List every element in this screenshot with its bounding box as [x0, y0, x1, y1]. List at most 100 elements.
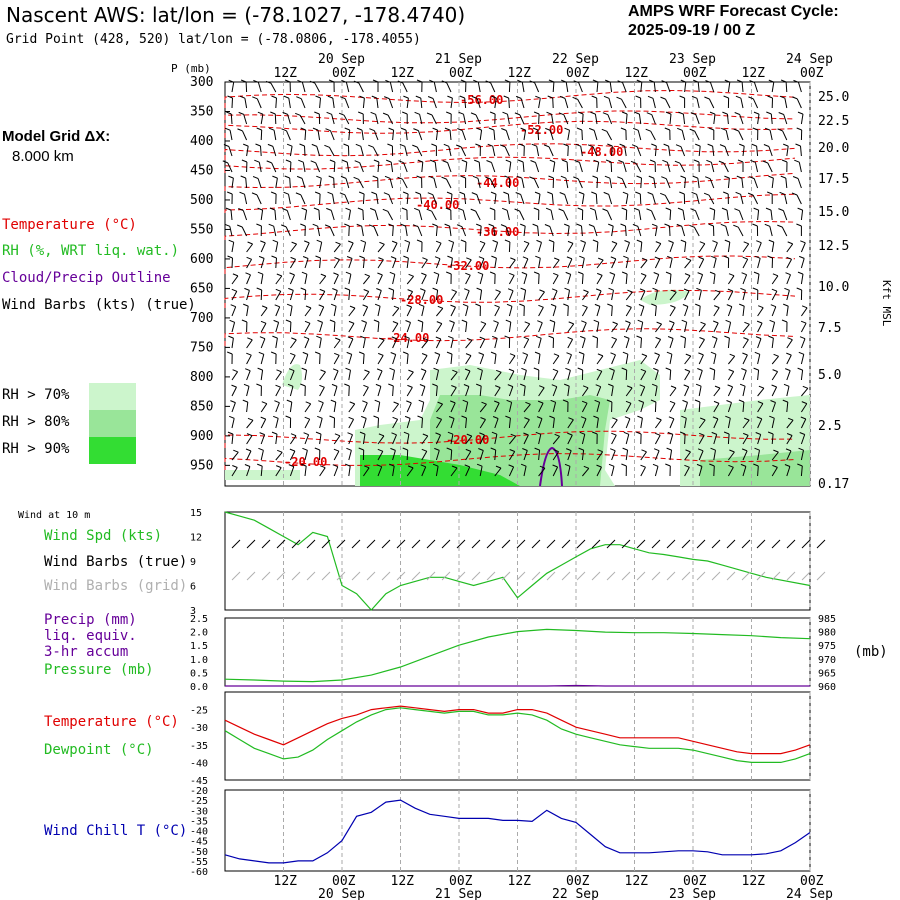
wind-barb-feather — [562, 399, 569, 403]
wind-barb-feather — [227, 431, 234, 435]
wind-barb-feather — [256, 127, 262, 131]
wind-barb-feather — [705, 80, 711, 83]
wind-barb — [479, 243, 486, 253]
surface-wind-barb — [396, 539, 406, 549]
wind-barb — [538, 258, 541, 269]
wind-barb-feather — [539, 465, 546, 469]
surface-wind-barb — [231, 539, 241, 549]
wind-barb-feather — [620, 127, 627, 131]
wind-barb-feather — [734, 112, 740, 115]
wind-barb-feather — [326, 207, 332, 211]
wind-barb — [272, 146, 277, 157]
pressure-tick-label: 350 — [190, 104, 213, 119]
wind-barb — [246, 370, 251, 381]
wind-barb-feather — [598, 257, 604, 261]
temp-tick-label: -45 — [190, 776, 208, 787]
wind-barb — [348, 242, 354, 253]
wind-barb-feather — [662, 159, 668, 163]
wind-barb-feather — [727, 384, 733, 388]
wind-barb — [260, 289, 263, 301]
wind-barb — [551, 114, 554, 125]
wind-barb-feather — [676, 223, 682, 227]
grid-wind-barb — [276, 571, 286, 581]
wind-barb-feather — [460, 175, 466, 179]
wind-barb — [257, 82, 262, 93]
wind-barb-feather — [257, 271, 264, 275]
wind-barb-feather — [256, 287, 262, 291]
wind-barb — [654, 243, 662, 253]
wind-barb — [654, 419, 662, 429]
wind-barb — [567, 450, 572, 461]
grid-wind-barb — [246, 571, 256, 581]
wind-barb-feather — [432, 383, 438, 387]
mb-unit-label: (mb) — [854, 644, 888, 660]
isotherm-label: -36.00 — [476, 225, 519, 239]
wind-barb-feather — [753, 463, 759, 467]
wind-barb — [757, 403, 764, 413]
wind-barb — [538, 98, 541, 109]
wind-barb — [638, 210, 642, 221]
time-tick-label: 12Z — [508, 66, 532, 81]
surface-wind-barb — [786, 539, 796, 549]
wind-barb-feather — [224, 223, 230, 227]
wind-barb — [523, 403, 531, 413]
wind-barb-feather — [473, 79, 479, 83]
wind-barb — [607, 210, 613, 221]
wind-barb-feather — [724, 175, 730, 179]
grid-wind-barb — [801, 571, 811, 581]
wind-barb — [231, 82, 235, 93]
wind-barb-feather — [734, 208, 740, 212]
wind-barb — [581, 387, 589, 397]
wind-barb-feather — [300, 383, 306, 387]
wind-barb-feather — [370, 207, 376, 211]
wind-barb-feather — [724, 335, 730, 339]
wind-barb-feather — [228, 175, 234, 179]
wind-barb — [800, 418, 807, 429]
wind-barb-feather — [764, 127, 771, 131]
wind-barb-feather — [787, 241, 793, 245]
wind-barb — [654, 401, 657, 413]
wind-barb-feather — [772, 273, 779, 277]
wind-barb — [625, 273, 628, 285]
wind-barb — [302, 162, 306, 173]
wind-barb — [508, 275, 515, 285]
wind-barb-feather — [419, 384, 426, 387]
wind-barb-feather — [515, 95, 522, 99]
wind-barb — [669, 338, 674, 349]
wind-barb — [304, 145, 306, 157]
wind-barb-feather — [592, 79, 599, 83]
wind-barb-feather — [346, 351, 352, 355]
wind-barb-feather — [222, 160, 228, 164]
wind-barb — [275, 467, 282, 477]
wind-barb-feather — [683, 288, 690, 292]
bottom-time-tick-label: 00Z — [566, 874, 590, 889]
wind-barb-feather — [228, 79, 234, 83]
wind-barb — [392, 354, 397, 365]
rh-region — [430, 395, 610, 486]
wind-barb-feather — [491, 255, 497, 259]
wind-barb-feather — [648, 175, 654, 179]
wind-barb — [786, 354, 792, 365]
wind-barb-feather — [391, 240, 398, 244]
wind-barb — [328, 147, 335, 157]
wind-barb — [273, 130, 277, 141]
bottom-time-tick-label: 12Z — [508, 874, 532, 889]
wind-barb-feather — [796, 127, 802, 131]
wind-barb — [786, 274, 791, 285]
wind-barb-feather — [641, 353, 647, 357]
wind-barb-feather — [640, 368, 646, 372]
grid-wind-barb — [486, 571, 496, 581]
wind-barb — [740, 194, 744, 205]
wind-barb — [348, 466, 351, 477]
wind-barb-feather — [434, 352, 440, 355]
kft-tick-label: 22.5 — [818, 114, 849, 129]
wind-barb-feather — [492, 416, 499, 419]
date-tick-label: 22 Sep — [552, 52, 599, 67]
wind-barb-feather — [712, 416, 719, 420]
wind-barb-feather — [271, 431, 278, 435]
wind-barb — [359, 162, 364, 173]
wind-barb — [581, 194, 585, 205]
wind-barb — [552, 290, 558, 301]
isotherm-line — [224, 143, 796, 160]
wind-barb-feather — [247, 241, 253, 245]
